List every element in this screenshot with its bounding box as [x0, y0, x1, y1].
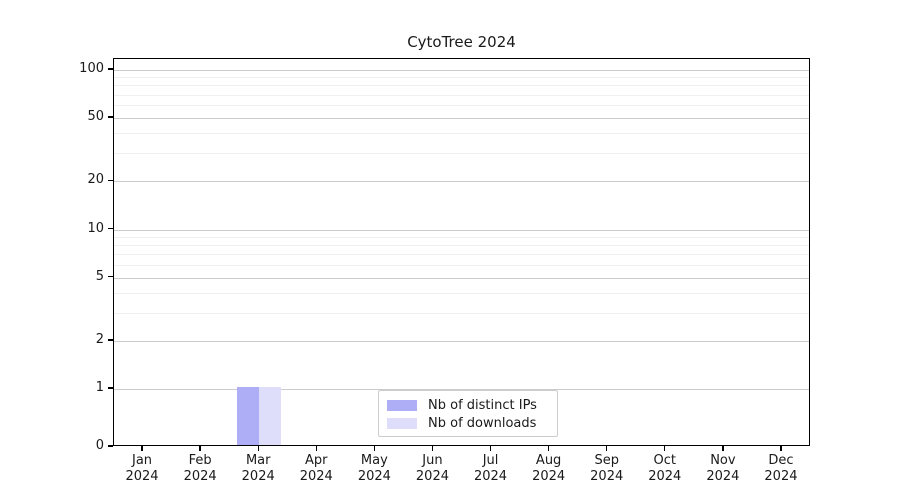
y-tick-mark: [108, 275, 113, 278]
x-tick-mark: [373, 446, 376, 451]
y-tick-mark: [108, 227, 113, 230]
y-tick-label: 100: [79, 61, 104, 76]
x-tick-label-month: Jan: [132, 453, 153, 468]
y-tick-mark: [108, 179, 113, 182]
gridline-minor: [114, 254, 809, 256]
x-tick-label-month: Mar: [245, 453, 271, 468]
bar: [259, 387, 281, 445]
y-tick-mark: [108, 68, 113, 70]
bar: [237, 387, 260, 445]
y-tick-mark: [108, 387, 113, 389]
gridline-minor: [114, 153, 809, 155]
x-tick-label-month: May: [360, 453, 388, 468]
x-tick-label: Jan 2024: [102, 453, 182, 485]
y-tick-mark: [108, 445, 113, 447]
gridline-major: [114, 181, 809, 183]
y-tick-mark: [108, 116, 113, 118]
x-tick-mark: [606, 446, 608, 451]
x-tick-mark: [780, 446, 782, 451]
x-tick-mark: [199, 446, 201, 451]
y-tick-label: 5: [95, 268, 104, 284]
x-tick-label-month: Sep: [594, 453, 619, 468]
legend-swatch-icon: [387, 399, 417, 411]
x-tick-mark: [547, 446, 550, 451]
x-tick-mark: [664, 446, 666, 451]
x-tick-label: Apr 2024: [276, 453, 356, 485]
x-tick-mark: [431, 446, 434, 451]
gridline-minor: [114, 264, 809, 266]
x-tick-label: Jul 2024: [451, 453, 531, 485]
y-tick-label: 50: [87, 109, 104, 124]
gridline-minor: [114, 85, 809, 87]
y-tick-mark: [108, 339, 113, 341]
x-tick-mark: [257, 446, 259, 451]
x-tick-label-month: Feb: [188, 453, 212, 468]
x-tick-label-year: 2024: [125, 469, 159, 484]
gridline-major: [114, 340, 809, 342]
chart-title: CytoTree 2024: [407, 33, 516, 51]
chart-legend: Nb of distinct IPs Nb of downloads: [378, 390, 558, 437]
y-tick-label: 10: [87, 220, 104, 236]
legend-label: Nb of downloads: [428, 415, 537, 431]
gridline-minor: [114, 133, 809, 135]
gridline-minor: [114, 244, 809, 246]
x-tick-label-year: 2024: [357, 469, 391, 484]
gridline-major: [114, 118, 809, 119]
x-tick-label-month: Jul: [482, 453, 499, 468]
x-tick-mark: [722, 446, 724, 451]
gridline-minor: [114, 77, 809, 79]
y-tick-label: 0: [95, 438, 104, 453]
x-tick-label: Sep 2024: [567, 453, 647, 485]
x-tick-label-year: 2024: [415, 469, 449, 484]
legend-swatch-icon: [387, 417, 417, 429]
x-tick-label-month: Oct: [653, 453, 677, 468]
x-tick-label: Aug 2024: [509, 453, 589, 485]
x-tick-label-year: 2024: [648, 469, 682, 484]
y-tick-label: 1: [95, 380, 104, 395]
legend-item[interactable]: Nb of distinct IPs: [387, 396, 549, 414]
x-tick-label: May 2024: [334, 453, 414, 485]
gridline-minor: [114, 94, 809, 96]
x-tick-label-year: 2024: [241, 469, 275, 484]
x-tick-label: Oct 2024: [625, 453, 705, 485]
x-tick-label-month: Dec: [768, 453, 794, 468]
x-tick-label: Dec 2024: [741, 453, 821, 485]
x-tick-label-month: Apr: [305, 453, 328, 468]
x-tick-label-year: 2024: [706, 469, 740, 484]
gridline-minor: [114, 292, 809, 294]
x-tick-label-month: Jun: [422, 453, 443, 468]
y-axis-tick-labels: 0 1 2 5 10 20 50 100: [0, 0, 104, 500]
x-tick-label: Jun 2024: [392, 453, 472, 485]
gridline-minor: [114, 312, 809, 314]
gridline-major: [114, 70, 809, 71]
gridline-major: [114, 389, 809, 390]
x-tick-label-year: 2024: [473, 469, 508, 484]
legend-item[interactable]: Nb of downloads: [387, 414, 549, 432]
x-tick-label-year: 2024: [183, 469, 217, 484]
x-tick-label: Mar 2024: [218, 453, 298, 485]
x-tick-label-month: Aug: [535, 453, 562, 468]
x-tick-label: Nov 2024: [683, 453, 763, 485]
x-tick-label-month: Nov: [710, 453, 736, 468]
y-tick-label: 20: [87, 172, 104, 188]
legend-label: Nb of distinct IPs: [428, 397, 537, 413]
x-tick-mark: [489, 446, 492, 451]
x-tick-mark: [141, 446, 143, 451]
x-tick-mark: [315, 446, 317, 451]
gridline-minor: [114, 105, 809, 107]
gridline-major: [114, 277, 809, 279]
plot-area: [113, 58, 810, 446]
gridline-major: [114, 229, 809, 231]
x-tick-label-year: 2024: [299, 469, 333, 484]
x-tick-label-year: 2024: [764, 469, 798, 484]
x-tick-label: Feb 2024: [160, 453, 240, 485]
x-tick-label-year: 2024: [590, 469, 624, 484]
gridline-minor: [114, 236, 809, 238]
y-tick-label: 2: [95, 331, 104, 347]
x-tick-label-year: 2024: [532, 469, 566, 484]
